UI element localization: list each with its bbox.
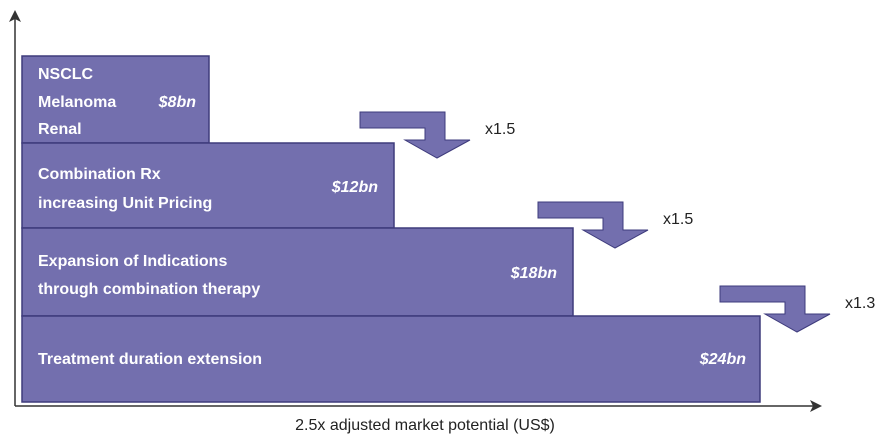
step-value: $24bn (699, 351, 746, 368)
step-value: $12bn (331, 179, 378, 196)
step-label: Melanoma (38, 94, 116, 111)
step-label: Treatment duration extension (38, 351, 262, 368)
step-bar (21, 142, 395, 229)
step-label: increasing Unit Pricing (38, 195, 212, 212)
step-arrow (537, 201, 649, 249)
step-label: through combination therapy (38, 281, 260, 298)
x-axis-label: 2.5x adjusted market potential (US$) (295, 417, 555, 434)
step-label: Combination Rx (38, 166, 161, 183)
step-arrow (719, 285, 831, 333)
step-bar (21, 55, 210, 144)
step-bar (21, 227, 574, 317)
step-value: $18bn (510, 265, 557, 282)
step-arrow (359, 111, 471, 159)
multiplier: x1.5 (485, 121, 515, 138)
step-label: NSCLC (38, 66, 94, 83)
step-label: Renal (38, 121, 82, 138)
multiplier: x1.5 (663, 211, 693, 228)
multiplier: x1.3 (845, 295, 875, 312)
steps: NSCLC Melanoma Renal $8bn Combination Rx incr… (21, 55, 875, 403)
step-value: $8bn (158, 94, 197, 111)
step-bar (21, 315, 761, 403)
step-label: Expansion of Indications (38, 253, 227, 270)
